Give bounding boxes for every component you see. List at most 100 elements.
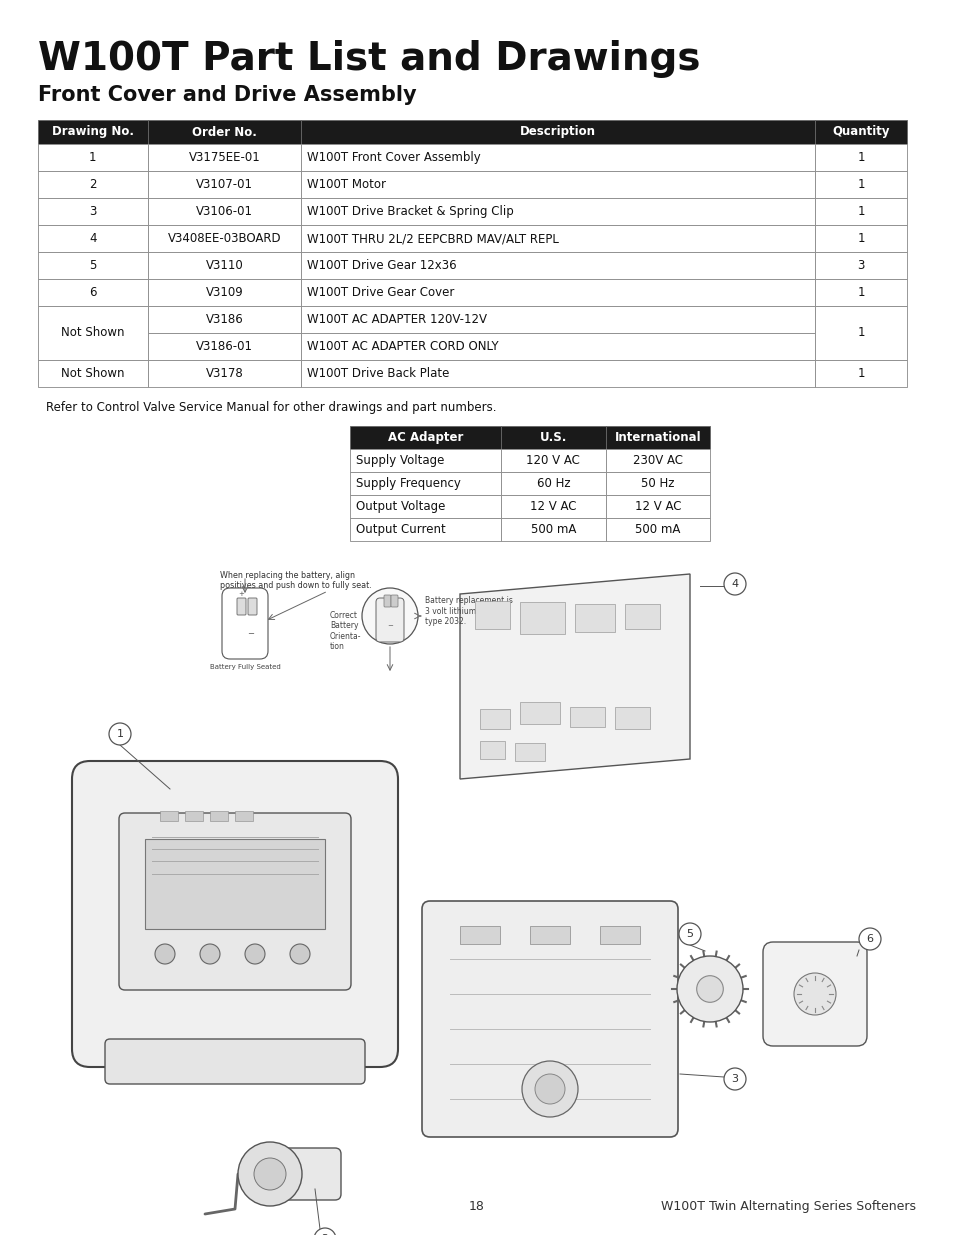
Text: W100T Motor: W100T Motor	[307, 178, 386, 191]
Text: 1: 1	[857, 326, 864, 340]
Text: 120 V AC: 120 V AC	[526, 454, 579, 467]
Bar	[210, 811, 228, 821]
Text: 4: 4	[731, 579, 738, 589]
FancyBboxPatch shape	[384, 595, 391, 606]
Bar	[145, 839, 325, 929]
FancyBboxPatch shape	[391, 595, 397, 606]
Circle shape	[679, 923, 700, 945]
Bar	[185, 811, 203, 821]
Text: Description: Description	[519, 126, 596, 138]
Bar	[301, 225, 814, 252]
Text: 1: 1	[857, 367, 864, 380]
Bar	[519, 601, 564, 634]
Text: Drawing No.: Drawing No.	[51, 126, 133, 138]
Bar	[814, 198, 906, 225]
Text: 60 Hz: 60 Hz	[536, 477, 570, 490]
Bar	[38, 198, 148, 225]
Bar	[814, 306, 906, 359]
Bar	[624, 604, 659, 629]
FancyBboxPatch shape	[248, 598, 256, 615]
Bar	[38, 144, 148, 170]
Bar	[301, 170, 814, 198]
Text: Output Current: Output Current	[355, 522, 445, 536]
FancyBboxPatch shape	[71, 761, 397, 1067]
Bar	[605, 450, 709, 472]
Bar	[575, 604, 615, 632]
FancyBboxPatch shape	[258, 1149, 340, 1200]
Text: V3408EE-03BOARD: V3408EE-03BOARD	[168, 232, 281, 245]
Bar	[38, 279, 148, 306]
Bar	[301, 144, 814, 170]
Bar	[519, 701, 559, 724]
Bar	[479, 709, 510, 729]
Text: 3: 3	[731, 1074, 738, 1084]
Bar	[301, 306, 814, 333]
Bar	[500, 472, 605, 495]
Bar	[38, 306, 148, 359]
Bar	[38, 120, 148, 144]
Text: W100T THRU 2L/2 EEPCBRD MAV/ALT REPL: W100T THRU 2L/2 EEPCBRD MAV/ALT REPL	[307, 232, 558, 245]
Bar	[301, 333, 814, 359]
Bar	[814, 170, 906, 198]
Text: Not Shown: Not Shown	[61, 367, 125, 380]
Text: V3106-01: V3106-01	[196, 205, 253, 219]
Text: V3175EE-01: V3175EE-01	[189, 151, 260, 164]
Text: W100T AC ADAPTER 120V-12V: W100T AC ADAPTER 120V-12V	[307, 312, 487, 326]
Bar	[615, 706, 649, 729]
Bar	[148, 359, 301, 387]
Circle shape	[314, 1228, 335, 1235]
Text: 3: 3	[89, 205, 96, 219]
Text: 50 Hz: 50 Hz	[640, 477, 674, 490]
Text: 4: 4	[89, 232, 96, 245]
Text: 12 V AC: 12 V AC	[530, 500, 576, 513]
Text: V3110: V3110	[206, 259, 243, 272]
Text: Battery replacement is
3 volt lithium coin cell
type 2032.: Battery replacement is 3 volt lithium co…	[424, 597, 513, 626]
Bar	[500, 450, 605, 472]
Bar	[814, 225, 906, 252]
Text: 6: 6	[89, 287, 96, 299]
Bar	[814, 279, 906, 306]
Bar	[500, 426, 605, 450]
Text: 3: 3	[857, 259, 864, 272]
Circle shape	[723, 573, 745, 595]
Text: 2: 2	[89, 178, 96, 191]
Circle shape	[535, 1074, 564, 1104]
Text: V3186: V3186	[206, 312, 243, 326]
Text: +: +	[384, 601, 395, 615]
Bar	[569, 706, 604, 727]
Text: W100T AC ADAPTER CORD ONLY: W100T AC ADAPTER CORD ONLY	[307, 340, 498, 353]
Bar	[148, 120, 301, 144]
Circle shape	[200, 944, 220, 965]
Text: 1: 1	[89, 151, 96, 164]
FancyBboxPatch shape	[762, 942, 866, 1046]
Text: Front Cover and Drive Assembly: Front Cover and Drive Assembly	[38, 85, 416, 105]
Text: 5: 5	[89, 259, 96, 272]
Text: 1: 1	[857, 205, 864, 219]
Bar	[160, 811, 178, 821]
Bar	[234, 811, 253, 821]
Text: −: −	[247, 630, 254, 638]
Text: 500 mA: 500 mA	[530, 522, 576, 536]
Bar	[599, 926, 639, 944]
Text: 1: 1	[116, 729, 123, 739]
Bar	[148, 333, 301, 359]
Bar	[350, 495, 500, 517]
Bar	[148, 198, 301, 225]
Text: V3107-01: V3107-01	[196, 178, 253, 191]
Text: 500 mA: 500 mA	[635, 522, 679, 536]
Bar	[38, 170, 148, 198]
Text: −: −	[387, 622, 393, 629]
Bar	[301, 120, 814, 144]
Circle shape	[109, 722, 131, 745]
Text: V3186-01: V3186-01	[196, 340, 253, 353]
Bar	[605, 495, 709, 517]
Text: Order No.: Order No.	[192, 126, 256, 138]
Text: Correct
Battery
Orienta-
tion: Correct Battery Orienta- tion	[330, 611, 361, 651]
Circle shape	[521, 1061, 578, 1116]
Text: W100T Drive Bracket & Spring Clip: W100T Drive Bracket & Spring Clip	[307, 205, 514, 219]
Circle shape	[245, 944, 265, 965]
Text: +: +	[238, 592, 244, 597]
Text: W100T Front Cover Assembly: W100T Front Cover Assembly	[307, 151, 480, 164]
Bar	[530, 926, 569, 944]
Text: 12 V AC: 12 V AC	[634, 500, 680, 513]
